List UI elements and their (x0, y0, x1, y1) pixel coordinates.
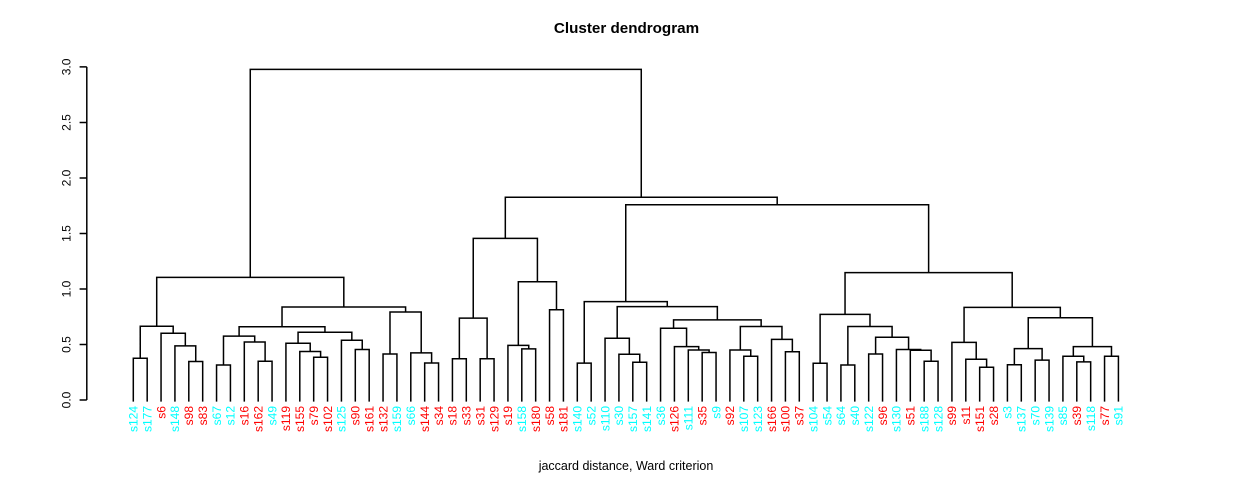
svg-text:s99: s99 (945, 406, 959, 426)
svg-text:s49: s49 (265, 406, 279, 426)
svg-text:s124: s124 (127, 406, 141, 432)
svg-text:s70: s70 (1028, 406, 1042, 426)
svg-text:s102: s102 (321, 406, 335, 432)
svg-text:s6: s6 (154, 406, 168, 419)
svg-text:s128: s128 (931, 406, 945, 432)
svg-text:s79: s79 (307, 406, 321, 426)
svg-text:s96: s96 (876, 406, 890, 426)
svg-text:s19: s19 (501, 406, 515, 426)
svg-text:s12: s12 (224, 406, 238, 426)
svg-text:0.5: 0.5 (60, 336, 74, 353)
svg-text:s111: s111 (682, 406, 696, 431)
svg-text:s137: s137 (1015, 406, 1029, 432)
svg-text:s123: s123 (751, 406, 765, 432)
svg-text:s85: s85 (1056, 406, 1070, 426)
svg-text:s34: s34 (432, 406, 446, 426)
svg-text:s129: s129 (487, 406, 501, 432)
svg-text:s104: s104 (806, 406, 820, 432)
svg-text:s40: s40 (848, 406, 862, 426)
svg-text:s110: s110 (598, 406, 612, 431)
svg-text:s16: s16 (238, 406, 252, 426)
svg-text:s37: s37 (793, 406, 807, 426)
svg-text:s180: s180 (529, 406, 543, 432)
svg-text:s130: s130 (890, 406, 904, 432)
svg-text:s11: s11 (959, 406, 973, 425)
svg-text:s155: s155 (293, 406, 307, 432)
svg-text:s67: s67 (210, 406, 224, 426)
svg-text:s158: s158 (515, 406, 529, 432)
svg-text:s83: s83 (196, 406, 210, 426)
svg-text:2.5: 2.5 (60, 114, 74, 131)
svg-text:s58: s58 (543, 406, 557, 426)
svg-text:s125: s125 (335, 406, 349, 432)
svg-text:s64: s64 (834, 406, 848, 426)
svg-text:s181: s181 (557, 406, 571, 432)
svg-text:Cluster dendrogram: Cluster dendrogram (554, 20, 699, 37)
svg-text:s122: s122 (862, 406, 876, 432)
svg-text:s36: s36 (654, 406, 668, 426)
svg-text:s144: s144 (418, 406, 432, 432)
svg-text:s35: s35 (695, 406, 709, 426)
svg-text:s54: s54 (820, 406, 834, 426)
svg-text:s39: s39 (1070, 406, 1084, 426)
svg-text:s141: s141 (640, 406, 654, 432)
svg-text:s18: s18 (446, 406, 460, 426)
svg-text:s98: s98 (182, 406, 196, 426)
svg-text:s148: s148 (168, 406, 182, 432)
svg-text:s31: s31 (473, 406, 487, 426)
svg-text:s100: s100 (779, 406, 793, 432)
svg-text:s151: s151 (973, 406, 987, 432)
svg-text:s161: s161 (362, 406, 376, 432)
svg-text:s3: s3 (1001, 406, 1015, 419)
svg-text:s118: s118 (1084, 406, 1098, 431)
svg-text:0.0: 0.0 (60, 391, 74, 408)
svg-text:s51: s51 (904, 406, 918, 426)
svg-text:s166: s166 (765, 406, 779, 432)
svg-text:s33: s33 (460, 406, 474, 426)
svg-text:s28: s28 (987, 406, 1001, 426)
svg-text:s92: s92 (723, 406, 737, 426)
svg-text:s77: s77 (1098, 406, 1112, 426)
svg-text:1.5: 1.5 (60, 225, 74, 242)
svg-text:s162: s162 (251, 406, 265, 432)
svg-text:s159: s159 (390, 406, 404, 432)
svg-text:s132: s132 (376, 406, 390, 432)
svg-text:s139: s139 (1042, 406, 1056, 432)
svg-text:s119: s119 (279, 406, 293, 431)
svg-text:s66: s66 (404, 406, 418, 426)
svg-text:s52: s52 (584, 406, 598, 426)
svg-text:s188: s188 (917, 406, 931, 432)
svg-text:s157: s157 (626, 406, 640, 432)
svg-text:s140: s140 (571, 406, 585, 432)
svg-text:3.0: 3.0 (60, 58, 74, 75)
svg-text:s30: s30 (612, 406, 626, 426)
svg-text:s91: s91 (1112, 406, 1126, 426)
svg-text:s9: s9 (709, 406, 723, 419)
svg-text:jaccard distance, Ward criteri: jaccard distance, Ward criterion (538, 459, 714, 473)
svg-text:s107: s107 (737, 406, 751, 432)
svg-text:s126: s126 (668, 406, 682, 432)
svg-text:s90: s90 (349, 406, 363, 426)
svg-text:2.0: 2.0 (60, 169, 74, 186)
svg-text:s177: s177 (140, 406, 154, 432)
svg-text:1.0: 1.0 (60, 280, 74, 297)
